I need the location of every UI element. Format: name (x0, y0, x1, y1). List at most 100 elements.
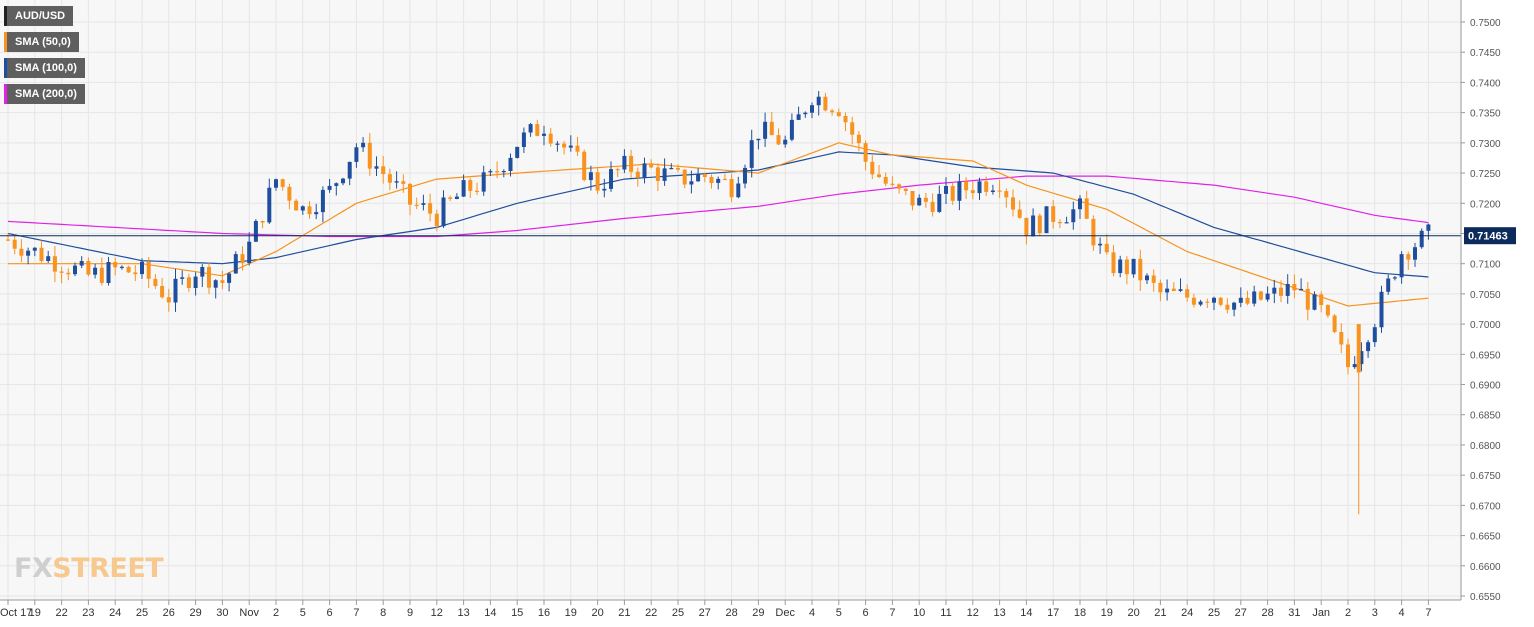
candle-body (856, 134, 861, 144)
candle-body (1426, 224, 1431, 231)
y-axis: 0.7500 0.7450 0.7400 0.7350 0.7300 0.7250 0.72… (1461, 18, 1501, 603)
x-tick-label: 15 (511, 607, 523, 619)
candle-body (448, 197, 453, 199)
candle-body (749, 140, 754, 168)
legend-item-audusd[interactable]: AUD/USD (4, 6, 74, 26)
candle-body (93, 267, 98, 275)
candle-body (1392, 277, 1397, 279)
candle-body (1011, 197, 1015, 210)
candle-body (1185, 289, 1190, 298)
candle-body (1346, 344, 1350, 368)
x-tick-label: 29 (189, 607, 201, 619)
candle-body (897, 184, 902, 189)
candle-body (79, 261, 84, 266)
candle-body (910, 191, 915, 206)
candle-body (655, 167, 660, 181)
candle-body (207, 267, 211, 288)
candle-body (240, 254, 245, 263)
legend-item-sma200[interactable]: SMA (200,0) (4, 84, 85, 104)
candle-body (1406, 254, 1411, 260)
x-tick-label: 13 (993, 607, 1005, 619)
current-price-tag: 0.71463 (1464, 227, 1516, 245)
candle-body (729, 179, 734, 198)
candle-body (883, 177, 888, 184)
candle-body (950, 186, 955, 201)
candle-body (1305, 288, 1310, 310)
candle-body (1111, 252, 1116, 274)
candle-body (903, 188, 908, 191)
candle-body (977, 181, 982, 194)
legend-label: SMA (100,0) (15, 62, 77, 74)
candle-body (1312, 294, 1317, 310)
candle-body (937, 193, 942, 212)
candle-body (374, 166, 379, 169)
candle-body (722, 178, 727, 181)
candle-body (830, 110, 835, 113)
candle-body (267, 187, 272, 223)
candle-body (1198, 301, 1203, 305)
candlesticks (6, 90, 1431, 515)
candle-body (970, 190, 975, 194)
x-tick-label: 20 (1127, 607, 1139, 619)
sma50-line (8, 142, 1429, 307)
candle-body (414, 204, 419, 206)
candle-body (113, 262, 118, 268)
candle-body (320, 189, 325, 213)
candle-body (1004, 191, 1009, 198)
y-tick-label: 0.6900 (1470, 381, 1501, 392)
x-tick-label: 24 (1181, 607, 1193, 619)
y-tick-label: 0.7400 (1470, 78, 1501, 89)
candle-body (233, 254, 238, 274)
candle-body (602, 188, 607, 191)
candle-body (917, 197, 922, 206)
candle-body (1158, 282, 1163, 293)
candle-body (394, 181, 399, 183)
candle-body (1031, 215, 1036, 237)
candle-body (401, 181, 406, 184)
x-tick-label: 19 (565, 607, 577, 619)
candle-body (1232, 302, 1237, 310)
candle-body (863, 143, 868, 162)
x-tick-label: 28 (1261, 607, 1273, 619)
candle-body (957, 181, 962, 201)
x-tick-label: 21 (618, 607, 630, 619)
candle-body (696, 174, 701, 182)
x-tick-label: 20 (591, 607, 603, 619)
candle-body (1359, 351, 1364, 365)
candle-body (6, 239, 10, 241)
candle-body (682, 169, 687, 185)
candle-body (930, 201, 935, 212)
candle-body (140, 261, 144, 275)
candle-body (253, 221, 258, 242)
x-tick-label: 5 (836, 607, 842, 619)
candle-body (843, 116, 848, 123)
logo-part-street: STREET (52, 553, 164, 584)
candle-body (923, 197, 928, 202)
candle-body (542, 133, 546, 136)
candle-body (19, 248, 24, 256)
legend-label: SMA (50,0) (15, 36, 71, 48)
candle-body (548, 133, 553, 144)
candle-body (1104, 243, 1109, 253)
candle-body (1064, 222, 1069, 224)
x-tick-label: Dec (775, 607, 795, 619)
legend-item-sma50[interactable]: SMA (50,0) (4, 32, 79, 52)
x-tick-label: 16 (538, 607, 550, 619)
y-tick-label: 0.6700 (1470, 501, 1501, 512)
candle-body (1299, 288, 1304, 291)
flash-crash-body (1356, 324, 1361, 373)
candle-body (86, 261, 91, 275)
legend-item-sma100[interactable]: SMA (100,0) (4, 58, 85, 78)
x-tick-label: 12 (431, 607, 443, 619)
y-tick-label: 0.6950 (1470, 350, 1501, 361)
candle-body (890, 183, 895, 185)
candle-body (361, 142, 366, 148)
x-tick-label: 10 (913, 607, 925, 619)
x-tick-label: 7 (353, 607, 359, 619)
candle-body (1319, 294, 1324, 306)
candle-body (1037, 215, 1042, 233)
candle-body (756, 138, 761, 141)
candle-body (528, 124, 533, 133)
candle-body (535, 124, 540, 136)
y-tick-label: 0.6550 (1470, 592, 1501, 603)
